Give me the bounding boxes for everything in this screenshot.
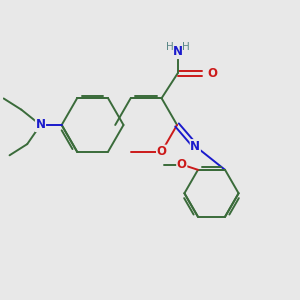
Text: N: N: [35, 118, 46, 131]
Text: N: N: [190, 140, 200, 153]
Text: H: H: [166, 42, 174, 52]
Text: N: N: [173, 46, 183, 59]
Text: O: O: [157, 145, 166, 158]
Text: H: H: [182, 42, 190, 52]
Text: O: O: [207, 67, 217, 80]
Text: O: O: [177, 158, 187, 171]
